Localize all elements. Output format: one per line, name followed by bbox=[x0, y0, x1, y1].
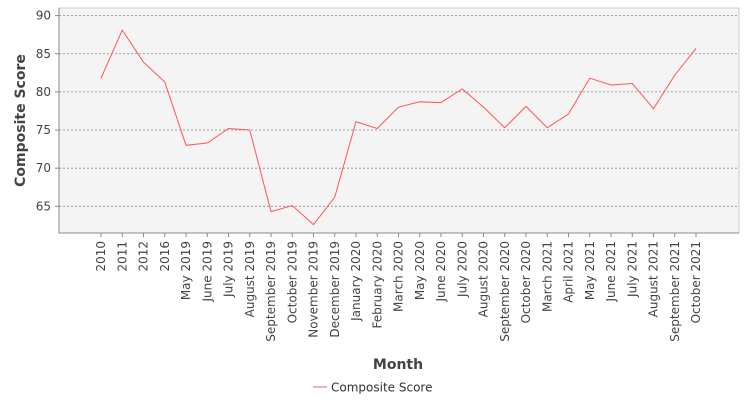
x-tick-label: November 2019 bbox=[307, 241, 321, 338]
x-tick-label: September 2019 bbox=[264, 241, 278, 342]
x-tick-label: May 2021 bbox=[583, 241, 597, 300]
x-tick-label: October 2021 bbox=[689, 241, 703, 323]
x-tick-label: October 2020 bbox=[519, 241, 533, 323]
x-tick-label: July 2021 bbox=[625, 241, 639, 298]
x-tick-label: June 2021 bbox=[604, 241, 618, 303]
y-tick-label: 65 bbox=[36, 199, 51, 213]
x-axis-title: Month bbox=[373, 357, 423, 373]
x-tick-label: August 2021 bbox=[647, 241, 661, 317]
plot-area bbox=[58, 7, 740, 234]
x-tick-label: September 2021 bbox=[668, 241, 682, 342]
x-tick-label: January 2020 bbox=[349, 241, 363, 322]
x-tick-label: August 2020 bbox=[477, 241, 491, 317]
gridlines bbox=[59, 15, 739, 207]
y-tick-label: 90 bbox=[36, 9, 51, 23]
x-tick-label: December 2019 bbox=[328, 241, 342, 338]
x-tick-label: April 2021 bbox=[562, 241, 576, 303]
x-tick-label: June 2020 bbox=[434, 241, 448, 303]
x-tick-label: October 2019 bbox=[285, 241, 299, 323]
y-axis-ticks: 65 70 75 80 85 90 bbox=[36, 9, 59, 213]
x-tick-label: 2010 bbox=[94, 241, 108, 272]
y-tick-label: 85 bbox=[36, 47, 51, 61]
x-axis-ticks: 2010 2011 2012 2016 May 2019 June 2019 July 20… bbox=[94, 233, 703, 342]
legend-label: Composite Score bbox=[331, 381, 432, 395]
x-tick-label: July 2020 bbox=[455, 241, 469, 298]
x-tick-label: May 2019 bbox=[179, 241, 193, 300]
x-tick-label: March 2021 bbox=[540, 241, 554, 312]
legend: Composite Score bbox=[313, 381, 432, 395]
x-tick-label: July 2019 bbox=[222, 241, 236, 298]
y-axis-title: Composite Score bbox=[13, 54, 29, 187]
y-tick-label: 80 bbox=[36, 85, 51, 99]
x-tick-label: February 2020 bbox=[370, 241, 384, 329]
x-tick-label: August 2019 bbox=[243, 241, 257, 317]
x-tick-label: June 2019 bbox=[200, 241, 214, 303]
y-tick-label: 70 bbox=[36, 161, 51, 175]
x-tick-label: September 2020 bbox=[498, 241, 512, 342]
x-tick-label: 2012 bbox=[137, 241, 151, 272]
x-tick-label: 2011 bbox=[115, 241, 129, 272]
x-tick-label: May 2020 bbox=[413, 241, 427, 300]
series-line bbox=[100, 29, 697, 226]
x-tick-label: March 2020 bbox=[392, 241, 406, 312]
y-tick-label: 75 bbox=[36, 123, 51, 137]
x-tick-label: 2016 bbox=[158, 241, 172, 272]
series-layer bbox=[100, 29, 697, 226]
